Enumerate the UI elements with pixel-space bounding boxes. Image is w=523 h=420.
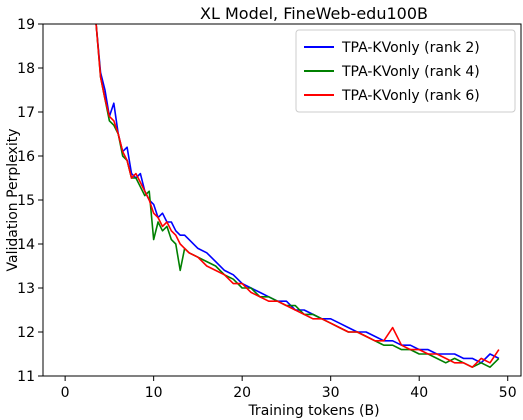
chart-title: XL Model, FineWeb-edu100B: [200, 4, 428, 23]
y-axis-title: Validation Perplexity: [5, 129, 21, 272]
y-tick-label: 13: [17, 281, 35, 297]
x-axis: 0 10 20 30 40 50: [61, 376, 517, 401]
x-tick-label: 40: [410, 385, 428, 401]
y-tick-label: 11: [17, 369, 35, 385]
legend-label: TPA-KVonly (rank 6): [341, 88, 480, 104]
series-layer: [95, 24, 500, 369]
y-tick-label: 16: [17, 149, 35, 165]
x-tick-label: 30: [322, 385, 340, 401]
legend-label: TPA-KVonly (rank 2): [341, 40, 480, 56]
legend-box: [295, 29, 516, 113]
y-tick-label: 19: [17, 17, 35, 33]
x-axis-title: Training tokens (B): [247, 403, 379, 419]
series-line-3: [95, 24, 500, 369]
y-tick-label: 12: [17, 325, 35, 341]
y-tick-label: 17: [17, 105, 35, 121]
x-tick-label: 10: [145, 385, 163, 401]
x-tick-label: 50: [499, 385, 517, 401]
y-tick-label: 18: [17, 61, 35, 77]
x-tick-label: 0: [61, 385, 70, 401]
x-tick-label: 20: [233, 385, 251, 401]
legend: TPA-KVonly (rank 2) TPA-KVonly (rank 4) TP…: [295, 29, 516, 113]
plot-frame: [42, 23, 522, 377]
y-tick-label: 15: [17, 193, 35, 209]
y-tick-label: 14: [17, 237, 35, 253]
legend-label: TPA-KVonly (rank 4): [341, 64, 480, 80]
y-axis: 11 12 13 14 15 16 17 18 19: [17, 17, 43, 385]
